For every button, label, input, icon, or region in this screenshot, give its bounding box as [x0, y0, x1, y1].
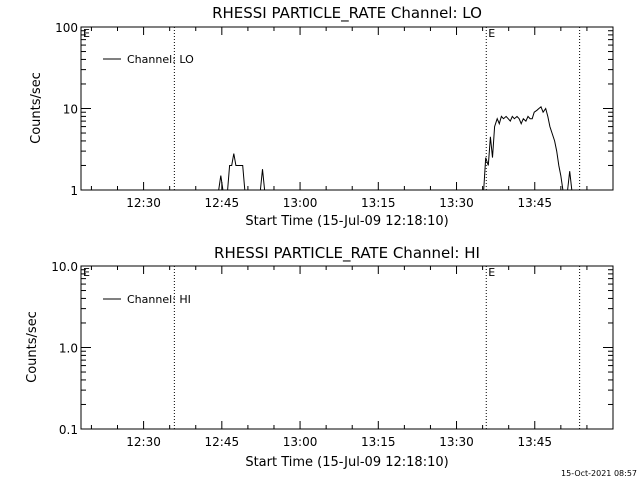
x-tick-label: 12:30 [126, 196, 161, 210]
x-tick-label: 13:45 [517, 196, 552, 210]
y-tick-label: 1 [70, 184, 78, 198]
event-lines [173, 27, 581, 190]
timestamp: 15-Oct-2021 08:57 [561, 469, 637, 478]
y-tick-labels: 0.1 1.0 10.0 [51, 260, 78, 437]
x-tick-label: 12:30 [126, 435, 161, 449]
annotation-label: E [83, 266, 90, 279]
y-axis-label: Counts/sec [29, 72, 44, 144]
x-tick-label: 13:15 [361, 196, 396, 210]
y-tick-labels: 1 10 100 [55, 21, 78, 198]
legend-entry: Channel: HI [127, 293, 191, 306]
x-tick-labels: 12:30 12:45 13:00 13:15 13:30 13:45 [126, 196, 552, 210]
x-tick-label: 13:00 [283, 196, 318, 210]
x-tick-label: 12:45 [205, 196, 240, 210]
panel-lo: RHESSI PARTICLE_RATE Channel: LO Counts/… [29, 4, 614, 229]
x-tick-label: 13:45 [517, 435, 552, 449]
annotation-label: E [83, 27, 90, 40]
chart-title: RHESSI PARTICLE_RATE Channel: LO [212, 4, 482, 23]
x-tick-label: 13:30 [439, 435, 474, 449]
series-line-segment [218, 175, 224, 191]
x-tick-label: 13:30 [439, 196, 474, 210]
panel-hi: RHESSI PARTICLE_RATE Channel: HI Counts/… [25, 244, 614, 470]
y-tick-label: 10.0 [51, 260, 78, 274]
plot-frame [80, 265, 614, 430]
annotation-label: E [488, 266, 495, 279]
series-line-segment [227, 153, 246, 191]
x-tick-label: 13:00 [283, 435, 318, 449]
series-line-segment [567, 171, 573, 191]
y-axis-label: Counts/sec [25, 311, 40, 383]
x-axis-label: Start Time (15-Jul-09 12:18:10) [245, 455, 448, 470]
annotation-label: E [488, 27, 495, 40]
x-axis-label: Start Time (15-Jul-09 12:18:10) [245, 214, 448, 229]
y-tick-label: 100 [55, 21, 78, 35]
y-tick-label: 10 [63, 103, 78, 117]
axis-ticks [81, 265, 613, 430]
y-tick-label: 0.1 [59, 423, 78, 437]
x-tick-labels: 12:30 12:45 13:00 13:15 13:30 13:45 [126, 435, 552, 449]
chart-title: RHESSI PARTICLE_RATE Channel: HI [214, 244, 480, 263]
event-lines [173, 266, 581, 429]
x-tick-label: 13:15 [361, 435, 396, 449]
x-tick-label: 12:45 [205, 435, 240, 449]
legend-entry: Channel: LO [127, 53, 194, 66]
series-line-segment [483, 105, 564, 191]
series-lo [218, 105, 573, 191]
y-tick-label: 1.0 [59, 342, 78, 356]
plot-frame [80, 26, 614, 191]
series-line-segment [259, 169, 266, 191]
